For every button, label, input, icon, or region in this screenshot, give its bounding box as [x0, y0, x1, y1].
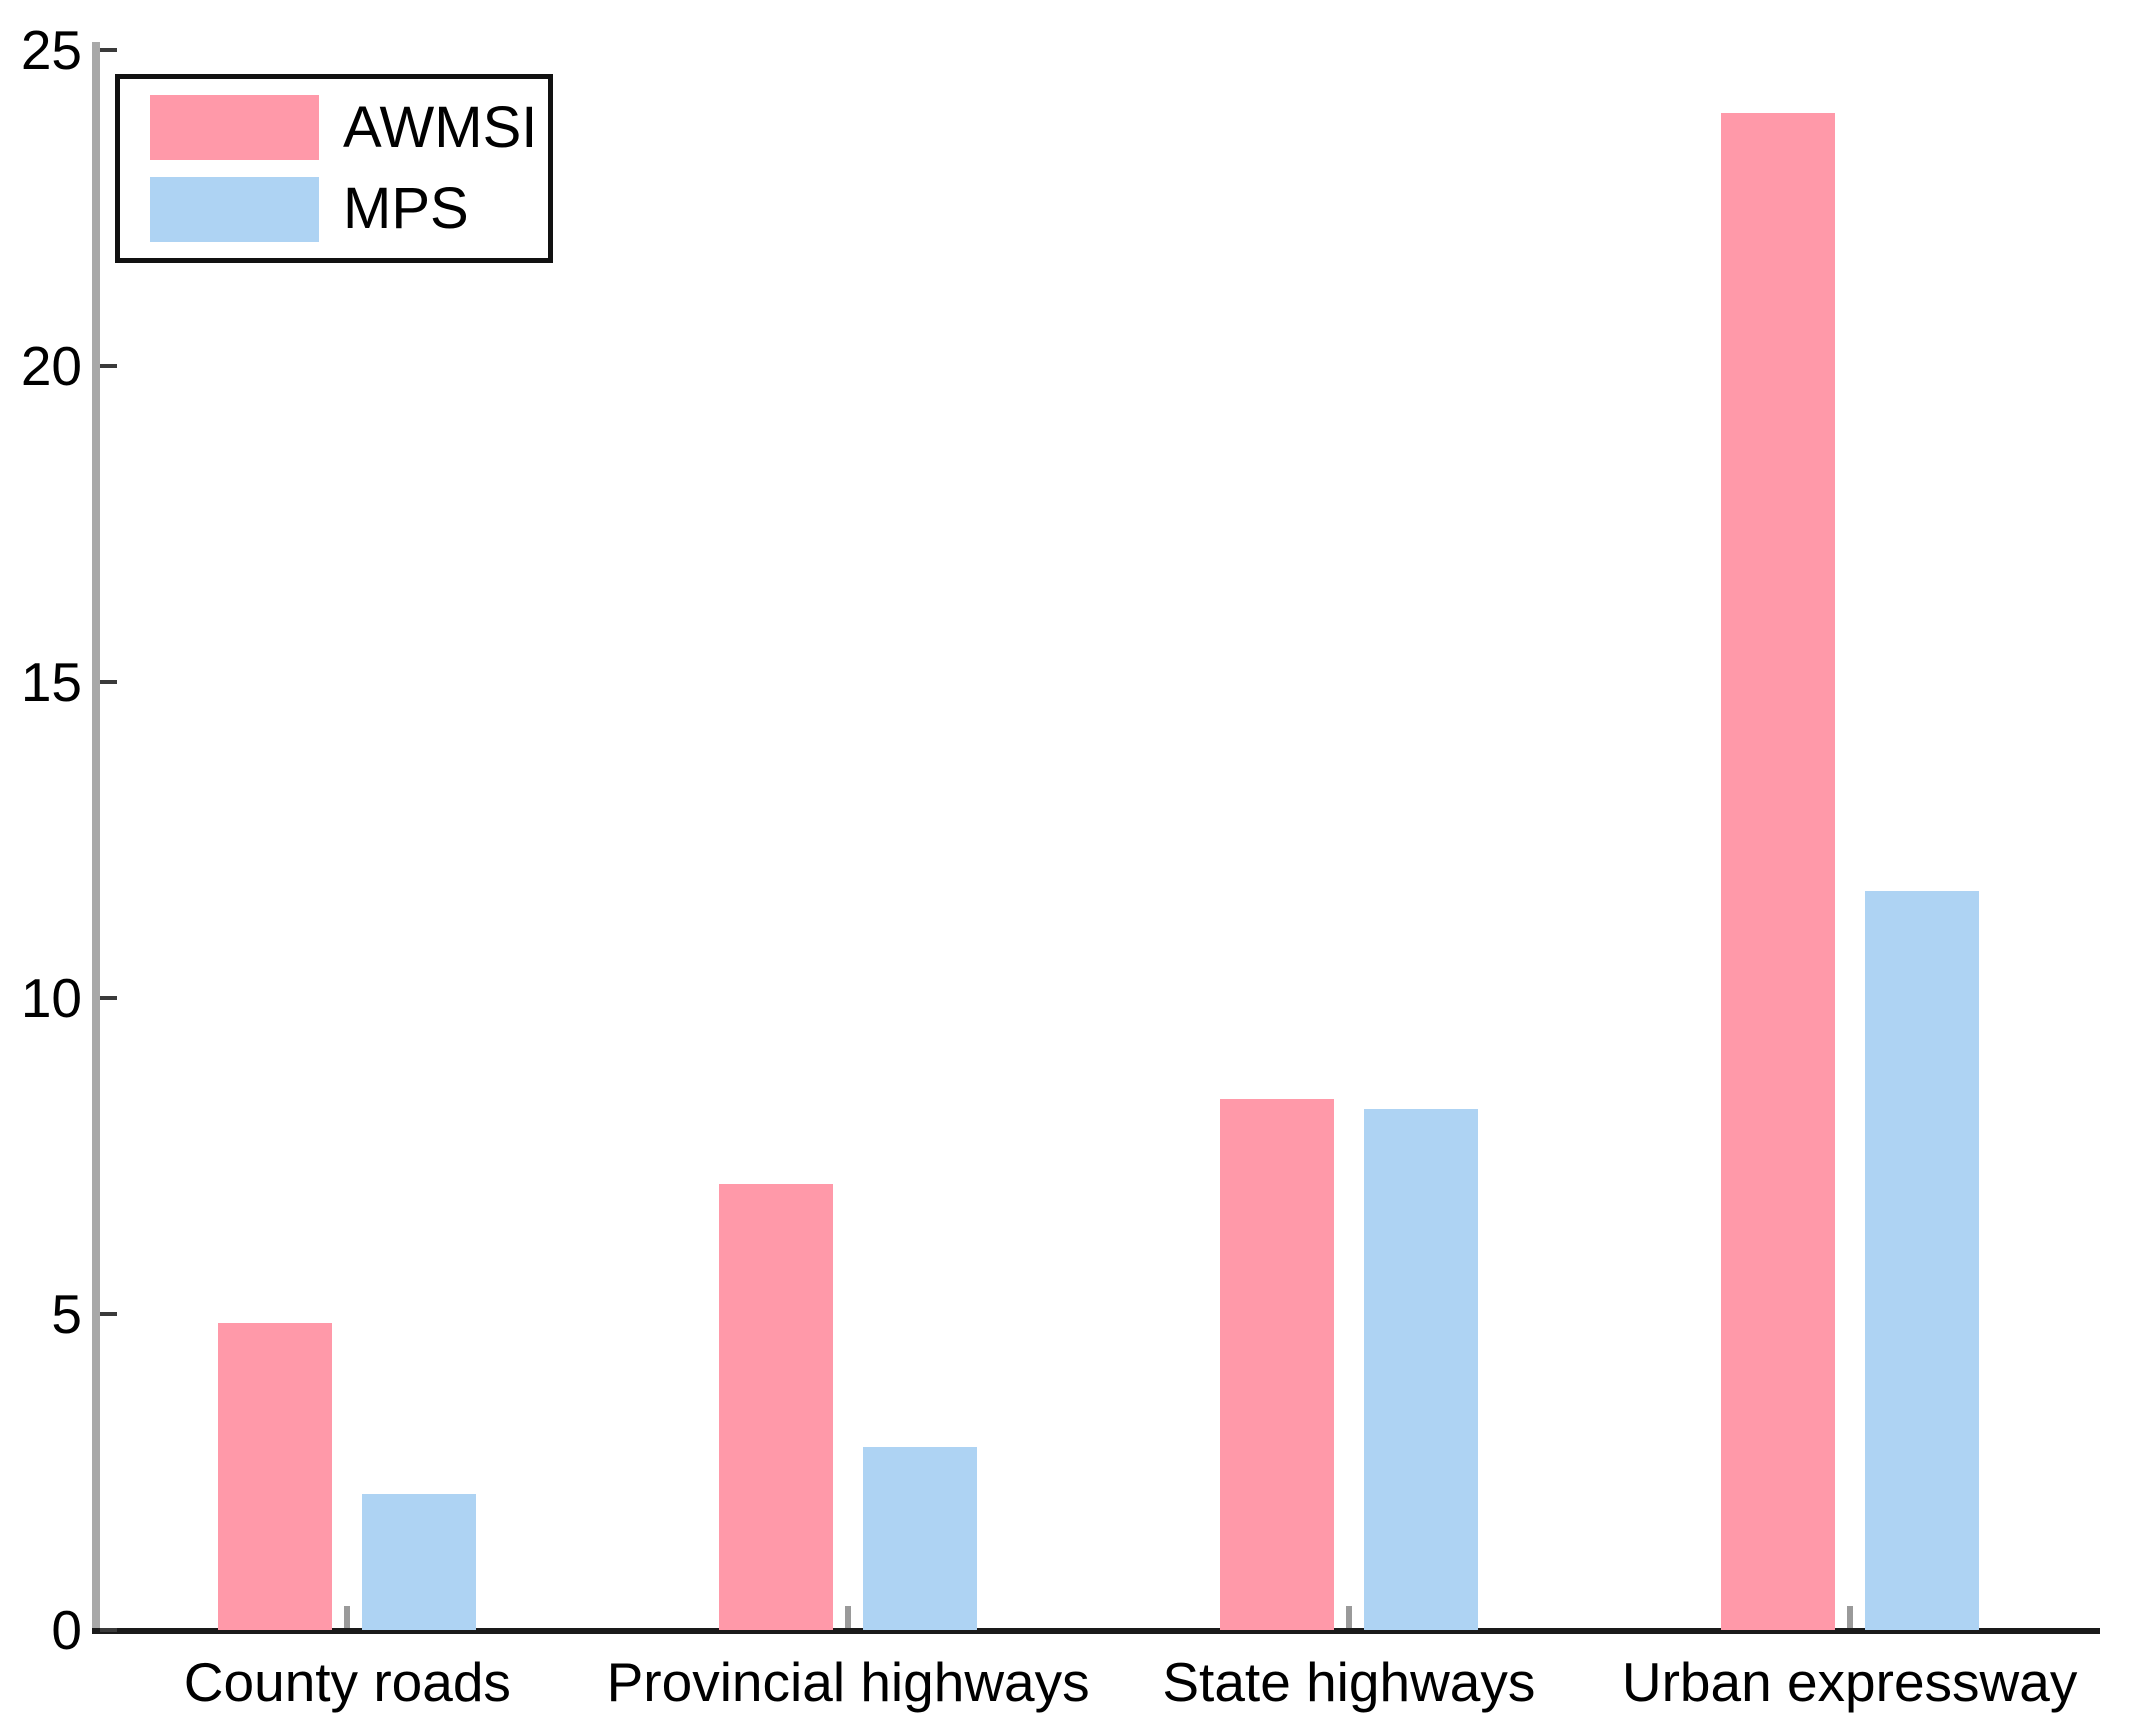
y-tick-label-20: 20	[20, 335, 82, 397]
bar-awmsi-county-roads	[218, 1323, 333, 1630]
y-tick-15	[100, 680, 117, 684]
x-tick-county-roads	[344, 1606, 351, 1628]
x-tick-urban-expressway	[1846, 1606, 1853, 1628]
bar-awmsi-provincial-highways	[719, 1184, 834, 1630]
x-tick-label-urban-expressway: Urban expressway	[1621, 1651, 2078, 1713]
y-tick-0	[100, 1628, 117, 1632]
y-tick-20	[100, 364, 117, 368]
y-tick-label-15: 15	[20, 651, 82, 713]
y-tick-label-25: 25	[20, 19, 82, 81]
legend: AWMSI MPS	[115, 74, 553, 263]
x-tick-label-state-highways: State highways	[1162, 1651, 1536, 1713]
bar-mps-provincial-highways	[863, 1446, 978, 1630]
y-tick-10	[100, 996, 117, 1000]
legend-item-mps: MPS	[150, 176, 548, 242]
bar-mps-urban-expressway	[1864, 890, 1979, 1630]
legend-label-mps: MPS	[343, 176, 469, 242]
legend-item-awmsi: AWMSI	[150, 95, 548, 161]
x-tick-state-highways	[1345, 1606, 1352, 1628]
bar-mps-state-highways	[1363, 1108, 1478, 1630]
bar-awmsi-state-highways	[1219, 1099, 1334, 1630]
y-tick-5	[100, 1312, 117, 1316]
y-tick-25	[100, 48, 117, 52]
y-tick-label-0: 0	[51, 1599, 82, 1661]
legend-swatch-mps	[150, 176, 319, 242]
x-axis-line	[92, 1628, 2100, 1634]
x-tick-label-provincial-highways: Provincial highways	[606, 1651, 1090, 1713]
y-axis-line	[92, 42, 100, 1632]
legend-label-awmsi: AWMSI	[343, 94, 538, 160]
bar-awmsi-urban-expressway	[1720, 113, 1835, 1630]
y-tick-label-5: 5	[51, 1283, 82, 1345]
y-tick-label-10: 10	[20, 967, 82, 1029]
x-tick-label-county-roads: County roads	[183, 1651, 511, 1713]
bar-mps-county-roads	[362, 1494, 477, 1630]
x-tick-provincial-highways	[845, 1606, 852, 1628]
legend-swatch-awmsi	[150, 95, 319, 161]
